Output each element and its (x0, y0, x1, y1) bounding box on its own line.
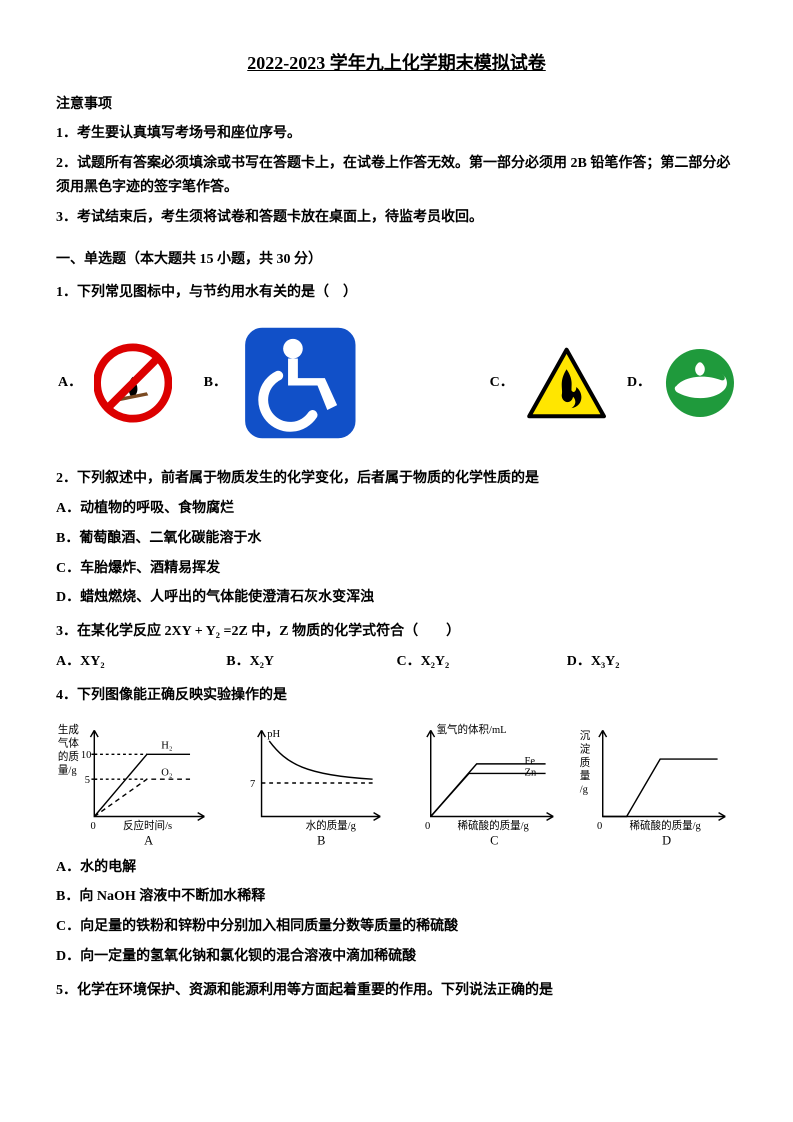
wheelchair-icon (239, 315, 362, 451)
q4-a: A．水的电解 (56, 856, 737, 880)
svg-text:B: B (317, 833, 325, 847)
svg-text:量/g: 量/g (58, 764, 77, 776)
q2-d: D．蜡烛燃烧、人呼出的气体能使澄清石灰水变浑浊 (56, 586, 737, 610)
svg-text:O₂: O₂ (161, 767, 173, 778)
flammable-icon (526, 343, 607, 423)
q1-stem: 1．下列常见图标中，与节约用水有关的是（ ） (56, 281, 737, 305)
q1-label-c: C． (490, 371, 514, 395)
svg-text:Fe: Fe (524, 755, 535, 766)
q1-label-a: A． (58, 371, 82, 395)
notice-2: 2．试题所有答案必须填涂或书写在答题卡上，在试卷上作答无效。第一部分必须用 2B… (56, 152, 737, 200)
svg-text:C: C (490, 833, 498, 847)
q3-b: B．X₂Y (226, 650, 396, 674)
q5-stem: 5．化学在环境保护、资源和能源利用等方面起着重要的作用。下列说法正确的是 (56, 979, 737, 1003)
q1-icon-row: A． B． C． D． (56, 315, 737, 451)
q3-options: A．XY₂ B．X₂Y C．X₂Y₂ D．X₃Y₂ (56, 650, 737, 674)
q2-options: A．动植物的呼吸、食物腐烂 B．葡萄酿酒、二氧化碳能溶于水 C．车胎爆炸、酒精易… (56, 497, 737, 610)
svg-text:淀: 淀 (580, 742, 591, 755)
notice-3: 3．考试结束后，考生须将试卷和答题卡放在桌面上，待监考员收回。 (56, 206, 737, 230)
q3-a: A．XY₂ (56, 650, 226, 674)
svg-text:水的质量/g: 水的质量/g (305, 819, 356, 832)
svg-text:/g: /g (580, 784, 589, 795)
q2-a: A．动植物的呼吸、食物腐烂 (56, 497, 737, 521)
svg-text:Zn: Zn (524, 767, 536, 778)
q4-c: C．向足量的铁粉和锌粉中分别加入相同质量分数等质量的稀硫酸 (56, 915, 737, 939)
svg-text:5: 5 (85, 775, 90, 786)
svg-text:10: 10 (81, 750, 92, 761)
svg-text:稀硫酸的质量/g: 稀硫酸的质量/g (457, 819, 529, 832)
q1-label-d: D． (627, 371, 651, 395)
q4-d: D．向一定量的氢氧化钠和氯化钡的混合溶液中滴加稀硫酸 (56, 945, 737, 969)
chart-c: 氢气的体积/mL Fe Zn 0 稀硫酸的质量/g C (402, 716, 565, 850)
q4-b: B．向 NaOH 溶液中不断加水稀释 (56, 885, 737, 909)
svg-text:量: 量 (580, 770, 591, 782)
q3-c: C．X₂Y₂ (397, 650, 567, 674)
q1-label-b: B． (204, 371, 227, 395)
svg-text:氢气的体积/mL: 氢气的体积/mL (436, 723, 506, 736)
page-title: 2022-2023 学年九上化学期末模拟试卷 (56, 48, 737, 79)
chart-a: 生成 气体 的质 量/g 10 5 H₂ O₂ 0 反应时间/s A (56, 716, 219, 850)
q3-stem: 3．在某化学反应 2XY + Y₂ =2Z 中，Z 物质的化学式符合（ ） (56, 620, 737, 644)
q2-c: C．车胎爆炸、酒精易挥发 (56, 557, 737, 581)
chart-d: 沉 淀 质 量 /g 0 稀硫酸的质量/g D (574, 716, 737, 850)
q2-stem: 2．下列叙述中，前者属于物质发生的化学变化，后者属于物质的化学性质的是 (56, 467, 737, 491)
svg-text:0: 0 (90, 821, 95, 832)
q4-stem: 4．下列图像能正确反映实验操作的是 (56, 684, 737, 708)
svg-text:0: 0 (597, 821, 602, 832)
section-1-header: 一、单选题（本大题共 15 小题，共 30 分） (56, 248, 737, 272)
svg-text:气体: 气体 (58, 736, 80, 749)
no-fire-icon (94, 340, 172, 426)
svg-text:pH: pH (267, 729, 280, 740)
water-save-icon (663, 342, 737, 424)
chart-b: pH 7 水的质量/g B (229, 716, 392, 850)
svg-text:沉: 沉 (580, 729, 591, 742)
q2-b: B．葡萄酿酒、二氧化碳能溶于水 (56, 527, 737, 551)
svg-text:A: A (144, 833, 153, 847)
svg-text:7: 7 (250, 778, 255, 789)
notice-1: 1．考生要认真填写考场号和座位序号。 (56, 122, 737, 146)
q4-charts: 生成 气体 的质 量/g 10 5 H₂ O₂ 0 反应时间/s A (56, 716, 737, 850)
svg-text:稀硫酸的质量/g: 稀硫酸的质量/g (630, 819, 702, 832)
svg-text:的质: 的质 (58, 750, 79, 763)
q4-options: A．水的电解 B．向 NaOH 溶液中不断加水稀释 C．向足量的铁粉和锌粉中分别… (56, 856, 737, 969)
q3-d: D．X₃Y₂ (567, 650, 737, 674)
notice-header: 注意事项 (56, 93, 737, 117)
svg-text:D: D (662, 833, 671, 847)
svg-text:质: 质 (580, 756, 591, 768)
svg-text:0: 0 (424, 821, 429, 832)
svg-text:反应时间/s: 反应时间/s (123, 819, 172, 832)
svg-text:H₂: H₂ (161, 740, 173, 751)
svg-text:生成: 生成 (58, 723, 80, 736)
